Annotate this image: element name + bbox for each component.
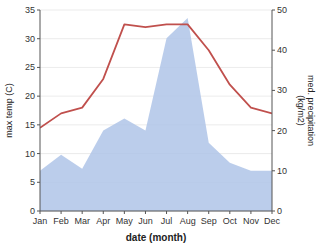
x-tick	[250, 211, 251, 214]
x-tick-label: Apr	[96, 216, 110, 226]
x-tick	[272, 211, 273, 214]
chart: 0 5 10 15 20 25 30 35 0 10 20 30 40 50 Jan Feb Mar Apr May…	[0, 0, 318, 247]
x-tick-label: Mar	[74, 216, 90, 226]
y-tick-label: 0	[30, 206, 35, 216]
x-tick-label: Dec	[264, 216, 281, 226]
x-tick	[61, 211, 62, 214]
x-tick-label: Nov	[243, 216, 260, 226]
plot-marks	[40, 18, 272, 211]
y-tick-label: 5	[30, 177, 35, 187]
x-tick-label: Jun	[138, 216, 153, 226]
y-tick	[37, 124, 40, 125]
y2-tick-label: 30	[277, 85, 287, 95]
y-tick	[37, 96, 40, 97]
y2-tick	[272, 130, 275, 131]
x-tick	[40, 211, 41, 214]
x-tick-label: Jul	[161, 216, 173, 226]
x-axis-line	[40, 211, 272, 212]
x-tick	[145, 211, 146, 214]
y-tick	[37, 67, 40, 68]
x-tick	[124, 211, 125, 214]
grid-line	[40, 38, 272, 39]
y2-tick	[272, 170, 275, 171]
y2-axis-label-line: (kg/m2)	[296, 95, 306, 126]
y2-tick	[272, 10, 275, 11]
y2-tick	[272, 50, 275, 51]
x-tick-label: Feb	[53, 216, 69, 226]
x-tick	[187, 211, 188, 214]
y-tick	[37, 153, 40, 154]
axes: 0 5 10 15 20 25 30 35 0 10 20 30 40 50 Jan Feb Mar Apr May…	[25, 5, 287, 226]
y2-tick-label: 0	[277, 206, 282, 216]
y-tick-label: 35	[25, 5, 35, 15]
x-axis-label: date (month)	[126, 232, 187, 243]
x-tick	[229, 211, 230, 214]
grid-line	[40, 211, 272, 212]
axis-labels: date (month) max temp (C) med. precipitati…	[4, 75, 316, 243]
x-tick	[166, 211, 167, 214]
y2-tick-label: 40	[277, 45, 287, 55]
y-tick-label: 20	[25, 91, 35, 101]
x-tick-label: May	[116, 216, 134, 226]
y2-tick-label: 50	[277, 5, 287, 15]
x-tick-label: Jan	[33, 216, 48, 226]
y-axis-line	[40, 10, 41, 211]
precipitation-area	[40, 18, 272, 211]
y-axis-label: max temp (C)	[4, 83, 14, 138]
chart-container: 0 5 10 15 20 25 30 35 0 10 20 30 40 50 Jan Feb Mar Apr May…	[0, 0, 318, 247]
x-tick	[208, 211, 209, 214]
y2-axis-label-line: med. precipitation	[306, 75, 316, 146]
y-tick-label: 30	[25, 34, 35, 44]
y2-axis-line	[272, 10, 273, 211]
y2-tick-label: 20	[277, 126, 287, 136]
y2-tick-label: 10	[277, 166, 287, 176]
y-tick-label: 10	[25, 149, 35, 159]
y-tick	[37, 10, 40, 11]
x-tick-label: Sep	[201, 216, 217, 226]
x-tick-label: Aug	[180, 216, 196, 226]
y2-axis-label: med. precipitation(kg/m2)	[296, 75, 316, 146]
y-tick	[37, 38, 40, 39]
grid-line	[40, 67, 272, 68]
x-tick	[82, 211, 83, 214]
temperature-line	[40, 24, 272, 127]
grid	[40, 10, 272, 211]
x-tick	[103, 211, 104, 214]
y-tick	[37, 182, 40, 183]
y2-tick	[272, 90, 275, 91]
y-tick-label: 15	[25, 120, 35, 130]
grid-line	[40, 10, 272, 11]
x-tick-label: Oct	[223, 216, 238, 226]
y-tick-label: 25	[25, 62, 35, 72]
